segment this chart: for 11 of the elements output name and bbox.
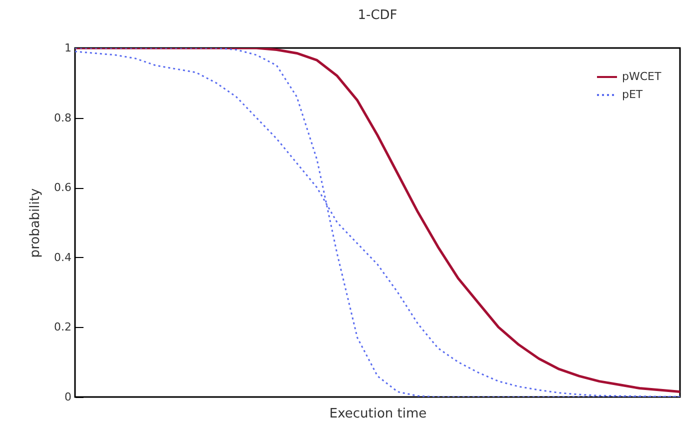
legend-label: pET [622,88,643,101]
y-tick-label: 0.8 [54,111,72,124]
y-tick-label: 1 [64,42,72,54]
y-tick-label: 0.4 [54,250,72,264]
y-tick-label: 0.6 [54,181,72,194]
y-tick-label: 0.2 [54,320,72,334]
x-axis-title: Execution time [329,406,427,422]
y-tick-label: 0 [64,390,72,404]
y-axis-title: probability [28,188,44,258]
chart-title: 1-CDF [358,8,398,23]
legend-label: pWCET [622,70,662,83]
